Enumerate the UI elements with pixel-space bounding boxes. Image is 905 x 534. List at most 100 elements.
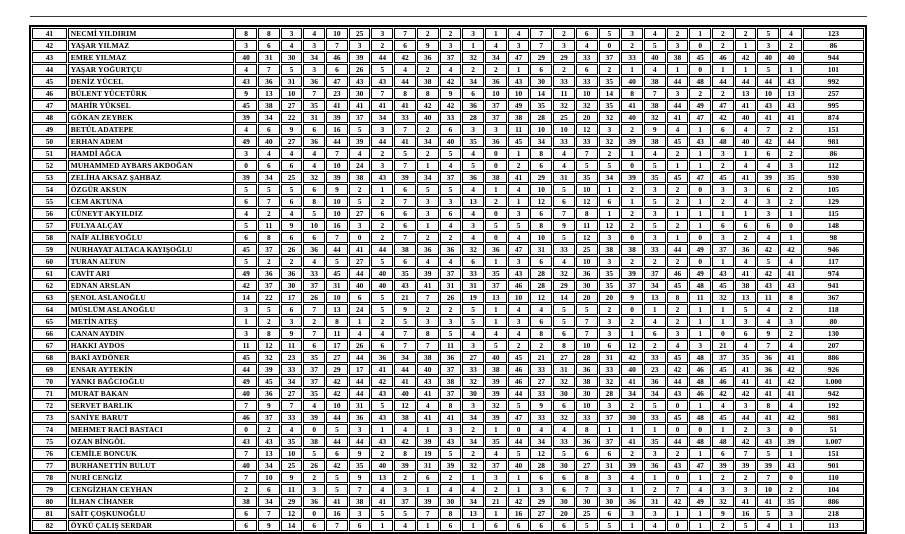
vote-value-cell: 39 — [621, 268, 643, 279]
vote-value-cell: 10 — [280, 88, 303, 99]
row-number-cell: 67 — [32, 340, 67, 351]
vote-value-cell: 1 — [598, 184, 621, 195]
vote-value-cell: 2 — [485, 484, 507, 495]
vote-value-cell: 7 — [666, 484, 689, 495]
vote-value-cell: 38 — [439, 376, 462, 387]
row-total-cell: 192 — [802, 400, 864, 411]
vote-value-cell: 6 — [257, 484, 280, 495]
vote-value-cell: 7 — [530, 40, 553, 51]
row-number-cell: 69 — [32, 364, 67, 375]
vote-value-cell: 12 — [598, 220, 621, 231]
vote-value-cell: 2 — [689, 88, 712, 99]
vote-value-cell: 42 — [757, 244, 780, 255]
vote-value-cell: 9 — [712, 508, 734, 519]
vote-value-cell: 1 — [416, 160, 439, 171]
vote-value-cell: 2 — [280, 256, 303, 267]
vote-value-cell: 7 — [394, 160, 416, 171]
vote-value-cell: 37 — [598, 436, 621, 447]
vote-value-cell: 34 — [280, 376, 303, 387]
vote-value-cell: 4 — [507, 304, 530, 315]
vote-value-cell: 37 — [598, 412, 621, 423]
row-total-cell: 86 — [802, 148, 864, 159]
vote-value-cell: 41 — [734, 172, 757, 183]
vote-value-cell: 4 — [507, 232, 530, 243]
vote-value-cell: 38 — [507, 112, 530, 123]
table-row: 51 HAMDİ AĞCA 3 4 4 4 7 4 2 5 2 5 4 0 1 8 4 7 2 1 4 2 1 3 1 6 2 86 — [32, 148, 864, 159]
vote-value-cell: 32 — [303, 172, 326, 183]
vote-value-cell: 33 — [280, 364, 303, 375]
vote-value-cell: 13 — [326, 304, 348, 315]
vote-value-cell: 7 — [575, 316, 598, 327]
row-number-cell: 49 — [32, 124, 67, 135]
vote-value-cell: 6 — [326, 448, 348, 459]
vote-value-cell: 6 — [394, 220, 416, 231]
vote-value-cell: 9 — [348, 448, 371, 459]
vote-value-cell: 48 — [689, 280, 712, 291]
vote-value-cell: 24 — [348, 160, 371, 171]
vote-value-cell: 34 — [303, 52, 326, 63]
vote-value-cell: 32 — [553, 412, 575, 423]
vote-value-cell: 41 — [734, 376, 757, 387]
row-total-cell: 886 — [802, 496, 864, 507]
vote-value-cell: 7 — [257, 196, 280, 207]
vote-value-cell: 41 — [780, 352, 802, 363]
vote-value-cell: 46 — [666, 268, 689, 279]
vote-value-cell: 37 — [439, 52, 462, 63]
vote-value-cell: 1 — [485, 28, 507, 39]
vote-value-cell: 4 — [485, 448, 507, 459]
vote-value-cell: 35 — [643, 436, 666, 447]
vote-value-cell: 43 — [780, 100, 802, 111]
vote-value-cell: 44 — [507, 436, 530, 447]
vote-value-cell: 4 — [416, 400, 439, 411]
vote-value-cell: 14 — [553, 292, 575, 303]
vote-value-cell: 47 — [689, 172, 712, 183]
vote-value-cell: 5 — [326, 424, 348, 435]
row-total-cell: 886 — [802, 352, 864, 363]
vote-value-cell: 33 — [303, 268, 326, 279]
candidate-name-cell: NURHAYAT ALTACA KAYIŞOĞLU — [67, 244, 235, 255]
vote-value-cell: 31 — [553, 172, 575, 183]
vote-value-cell: 3 — [666, 40, 689, 51]
vote-value-cell: 36 — [303, 76, 326, 87]
candidate-name-cell: HAKKI AYDOS — [67, 340, 235, 351]
vote-value-cell: 5 — [235, 220, 257, 231]
vote-value-cell: 14 — [235, 292, 257, 303]
vote-value-cell: 8 — [575, 472, 598, 483]
vote-value-cell: 22 — [257, 292, 280, 303]
candidate-name-cell: MEHMET RACİ BASTACI — [67, 424, 235, 435]
vote-value-cell: 33 — [575, 136, 598, 147]
row-total-cell: 257 — [802, 88, 864, 99]
vote-value-cell: 34 — [257, 112, 280, 123]
vote-value-cell: 3 — [462, 220, 484, 231]
vote-value-cell: 38 — [235, 496, 257, 507]
vote-value-cell: 45 — [235, 352, 257, 363]
vote-value-cell: 4 — [416, 256, 439, 267]
vote-value-cell: 3 — [598, 232, 621, 243]
vote-value-cell: 2 — [371, 148, 394, 159]
vote-value-cell: 7 — [416, 508, 439, 519]
candidate-name-cell: MUHAMMED AYBARS AKDOĞAN — [67, 160, 235, 171]
vote-value-cell: 3 — [757, 208, 780, 219]
vote-value-cell: 1 — [621, 424, 643, 435]
vote-value-cell: 3 — [371, 160, 394, 171]
vote-value-cell: 6 — [712, 124, 734, 135]
vote-value-cell: 2 — [257, 208, 280, 219]
vote-value-cell: 4 — [348, 328, 371, 339]
vote-value-cell: 5 — [757, 448, 780, 459]
vote-value-cell: 4 — [575, 40, 598, 51]
vote-value-cell: 8 — [575, 208, 598, 219]
vote-value-cell: 40 — [416, 112, 439, 123]
vote-value-cell: 2 — [462, 448, 484, 459]
vote-value-cell: 36 — [303, 136, 326, 147]
vote-value-cell: 3 — [462, 400, 484, 411]
table-row: 61 CAVİT ARI 49 36 36 33 45 44 40 35 39 37 33 35 43 28 3… — [32, 268, 864, 279]
vote-value-cell: 1 — [734, 148, 757, 159]
vote-value-cell: 39 — [757, 172, 780, 183]
vote-value-cell: 36 — [757, 352, 780, 363]
row-total-cell: 101 — [802, 64, 864, 75]
table-row: 58 NAİF ALİBEYOĞLU 6 8 6 6 7 0 2 7 2 2 4 0 4 10 5 12 3 0 3 1 0… — [32, 232, 864, 243]
vote-value-cell: 44 — [348, 352, 371, 363]
vote-value-cell: 2 — [621, 220, 643, 231]
vote-value-cell: 21 — [530, 352, 553, 363]
vote-value-cell: 8 — [326, 316, 348, 327]
